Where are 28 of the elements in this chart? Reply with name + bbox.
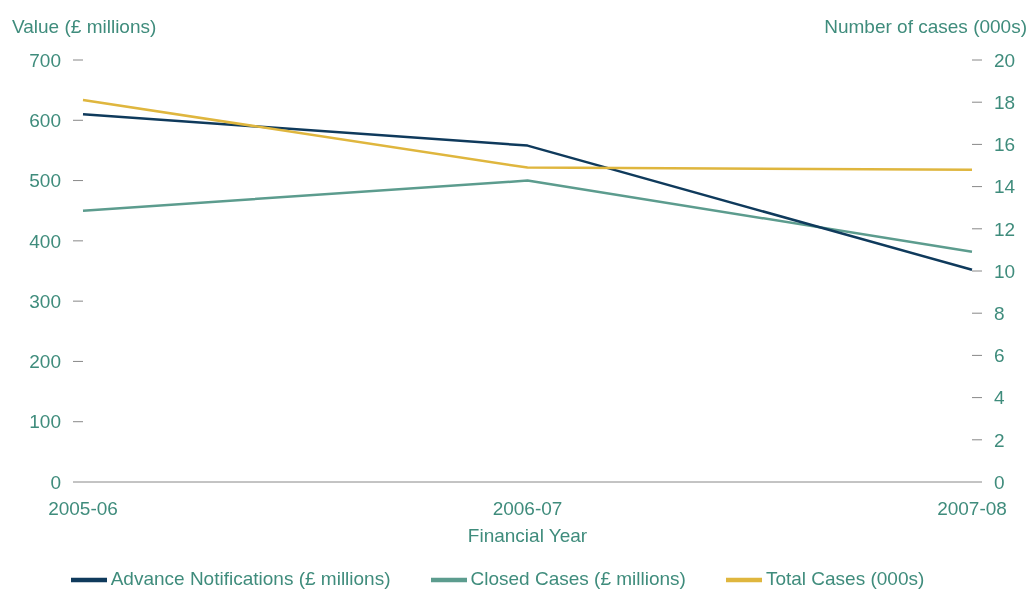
legend-label: Total Cases (000s): [765, 568, 925, 590]
y-tick-label: 100: [29, 411, 61, 433]
x-axis-title: Financial Year: [467, 525, 588, 546]
y-tick-label: 200: [29, 351, 61, 373]
y-tick-label: 300: [29, 290, 61, 312]
y2-tick-label: 10: [994, 260, 1016, 282]
y2-tick-label: 18: [994, 91, 1016, 113]
y-tick-label: 500: [29, 170, 61, 192]
y2-tick-label: 6: [994, 345, 1005, 367]
y2-tick-label: 16: [994, 134, 1016, 156]
x-tick-label: 2007-08: [937, 498, 1007, 520]
y2-axis-title: Number of cases (000s): [824, 16, 1027, 38]
y2-tick-label: 12: [994, 218, 1016, 240]
y2-tick-label: 2: [994, 429, 1005, 451]
y-axis-title: Value (£ millions): [12, 16, 157, 38]
x-tick-label: 2005-06: [48, 498, 118, 520]
legend-label: Closed Cases (£ millions): [470, 568, 686, 590]
y2-tick-label: 20: [994, 49, 1016, 71]
x-tick-label: 2006-07: [492, 498, 563, 520]
y2-tick-label: 14: [994, 176, 1016, 198]
y2-tick-label: 8: [994, 302, 1005, 324]
y2-tick-label: 4: [994, 387, 1005, 409]
y-tick-label: 700: [29, 49, 61, 71]
y-tick-label: 600: [29, 110, 61, 132]
y-tick-label: 0: [50, 471, 61, 493]
legend-label: Advance Notifications (£ millions): [110, 568, 391, 590]
y2-tick-label: 0: [994, 471, 1005, 493]
y-tick-label: 400: [29, 230, 61, 252]
